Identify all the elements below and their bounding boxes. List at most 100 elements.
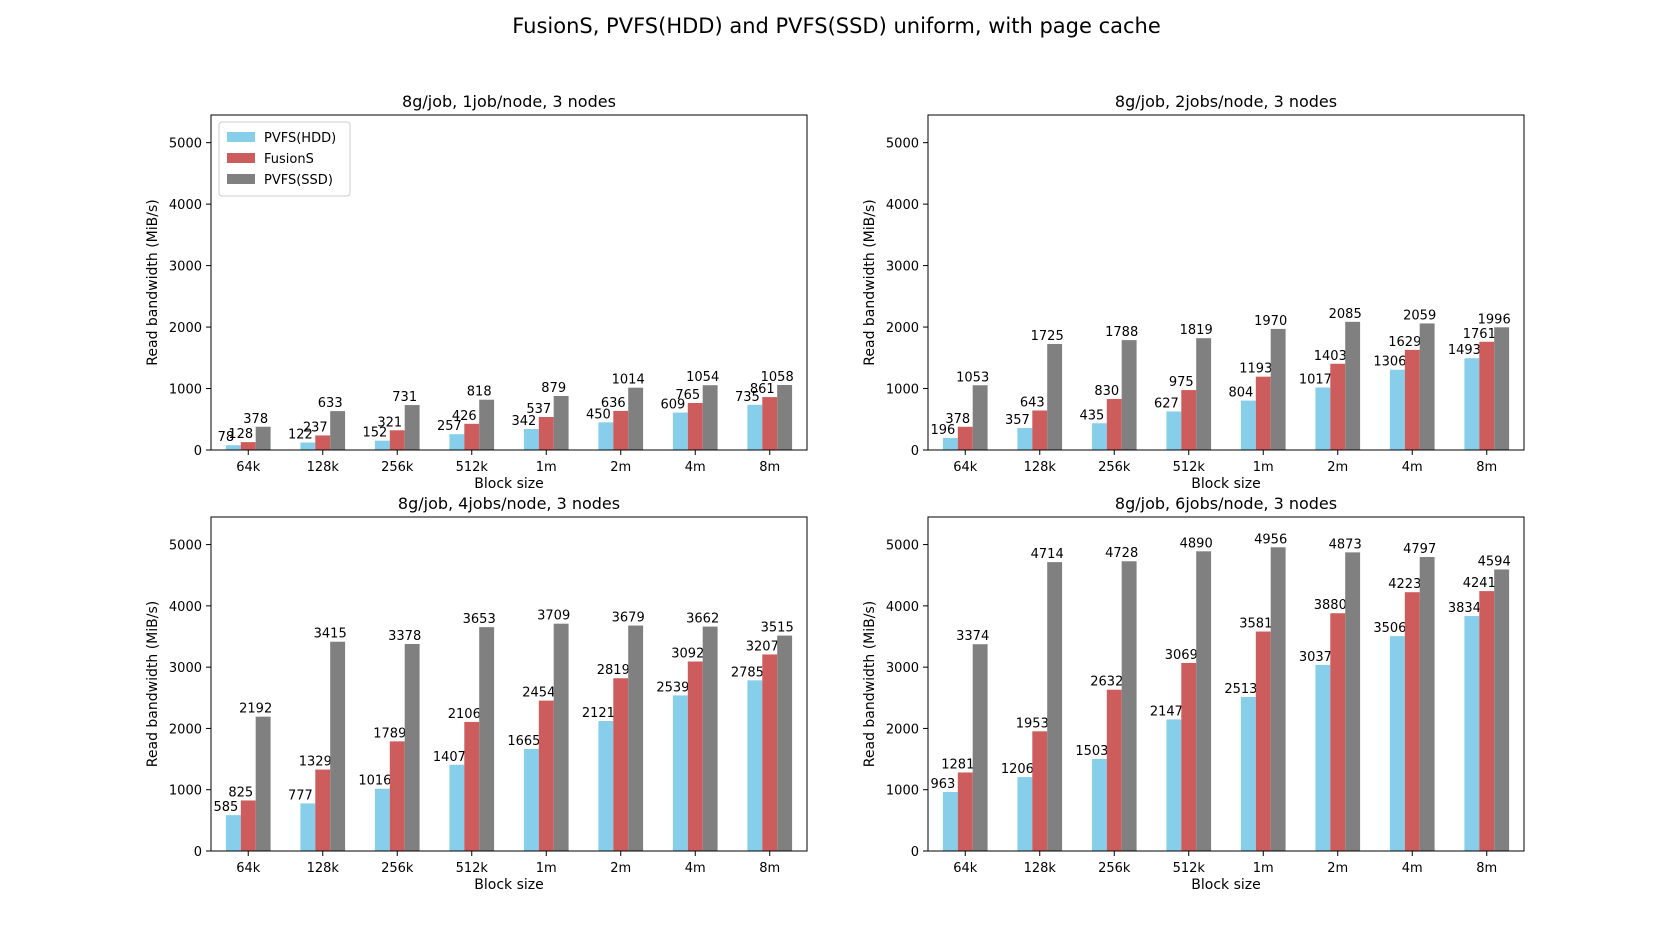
bar-pvfshdd-512k [449,764,465,851]
data-label: 4241 [1463,576,1496,591]
bar-fusions-1m [538,700,554,851]
data-label: 804 [1228,386,1253,401]
bar-pvfsssd-8m [777,384,793,450]
data-label: 3653 [463,612,496,627]
x-tick-label: 1m [536,460,557,475]
x-tick-label: 4m [1402,861,1423,876]
legend-label: FusionS [264,152,314,167]
data-label: 257 [437,419,462,434]
x-axis-label: Block size [1191,476,1260,492]
chart-title: 8g/job, 4jobs/node, 3 nodes [398,494,620,513]
y-tick-label: 5000 [169,539,202,554]
bar-pvfsssd-256k [1121,561,1137,851]
bar-pvfshdd-512k [1166,719,1182,851]
bar-pvfsssd-64k [255,716,271,851]
data-label: 196 [930,423,955,438]
x-tick-label: 256k [381,460,414,475]
bar-pvfshdd-512k [449,434,465,450]
x-tick-label: 512k [456,460,489,475]
data-label: 3679 [612,611,645,626]
bar-pvfsssd-64k [972,385,988,450]
bar-pvfshdd-128k [1017,428,1033,450]
x-tick-label: 64k [236,460,261,475]
data-label: 1329 [299,755,332,770]
data-label: 4956 [1254,532,1287,547]
bar-pvfshdd-8m [1464,616,1480,851]
bar-fusions-8m [1479,341,1495,450]
data-label: 2785 [731,665,764,680]
x-tick-label: 64k [236,861,261,876]
data-label: 1789 [373,726,406,741]
chart-panel-3: 585 777 1016 1407 1665 2121 2539 2785 825 1329 178… [145,494,808,893]
y-axis-label: Read bandwidth (MiB/s) [145,601,161,767]
x-tick-label: 1m [1253,861,1274,876]
bar-fusions-128k [1032,731,1048,851]
bar-fusions-8m [762,654,778,851]
bar-pvfsssd-2m [628,387,644,450]
data-label: 609 [660,398,685,413]
data-label: 1054 [686,370,719,385]
data-label: 1407 [433,750,466,765]
data-label: 861 [750,382,775,397]
data-label: 4728 [1105,546,1138,561]
chart-title: 8g/job, 6jobs/node, 3 nodes [1115,494,1337,513]
data-label: 152 [362,426,387,441]
data-label: 643 [1020,395,1045,410]
data-label: 3581 [1239,617,1272,632]
data-label: 1014 [612,373,645,388]
data-label: 2819 [597,663,630,678]
data-label: 122 [288,428,313,443]
x-axis-label: Block size [1191,877,1260,893]
data-label: 1058 [761,370,794,385]
chart-title: 8g/job, 1job/node, 3 nodes [402,92,616,111]
data-label: 879 [541,381,566,396]
data-label: 975 [1169,375,1194,390]
bar-fusions-1m [1255,376,1271,450]
bar-pvfshdd-1m [523,748,539,851]
y-tick-label: 1000 [169,383,202,398]
x-tick-label: 512k [1173,861,1206,876]
bar-pvfshdd-2m [1315,387,1331,450]
bar-pvfshdd-64k [225,445,241,450]
bar-fusions-2m [1330,613,1346,851]
y-tick-label: 3000 [886,260,919,275]
x-tick-label: 128k [1024,861,1057,876]
chart-panel-4: 963 1206 1503 2147 2513 3037 3506 3834 1281 1953 2… [862,494,1525,893]
bar-fusions-128k [315,769,331,851]
x-tick-label: 4m [1402,460,1423,475]
x-tick-label: 128k [307,861,340,876]
legend-swatch [227,174,255,184]
data-label: 1493 [1448,343,1481,358]
y-tick-label: 3000 [169,260,202,275]
bar-pvfshdd-256k [1091,423,1107,450]
bar-pvfsssd-256k [404,643,420,851]
y-tick-label: 5000 [169,137,202,152]
data-label: 1665 [507,734,540,749]
bar-pvfsssd-128k [330,411,346,450]
x-tick-label: 1m [536,861,557,876]
bar-fusions-256k [389,430,405,450]
bar-fusions-64k [957,772,973,851]
data-label: 4873 [1329,537,1362,552]
bar-pvfsssd-256k [1121,340,1137,450]
data-label: 450 [586,407,611,422]
x-tick-label: 4m [685,861,706,876]
bar-pvfshdd-1m [1240,696,1256,851]
bar-fusions-8m [762,397,778,450]
bar-pvfsssd-256k [404,405,420,450]
data-label: 3515 [761,621,794,636]
data-label: 818 [467,385,492,400]
y-tick-label: 3000 [169,661,202,676]
bar-fusions-512k [1181,662,1197,851]
bar-pvfsssd-8m [1494,327,1510,450]
y-tick-label: 4000 [169,198,202,213]
x-tick-label: 64k [953,861,978,876]
data-label: 3037 [1299,650,1332,665]
bar-pvfshdd-256k [1091,758,1107,851]
data-label: 3069 [1165,648,1198,663]
y-tick-label: 0 [911,845,919,860]
bar-pvfsssd-128k [330,641,346,851]
data-label: 3415 [314,627,347,642]
bar-pvfshdd-128k [300,442,316,450]
